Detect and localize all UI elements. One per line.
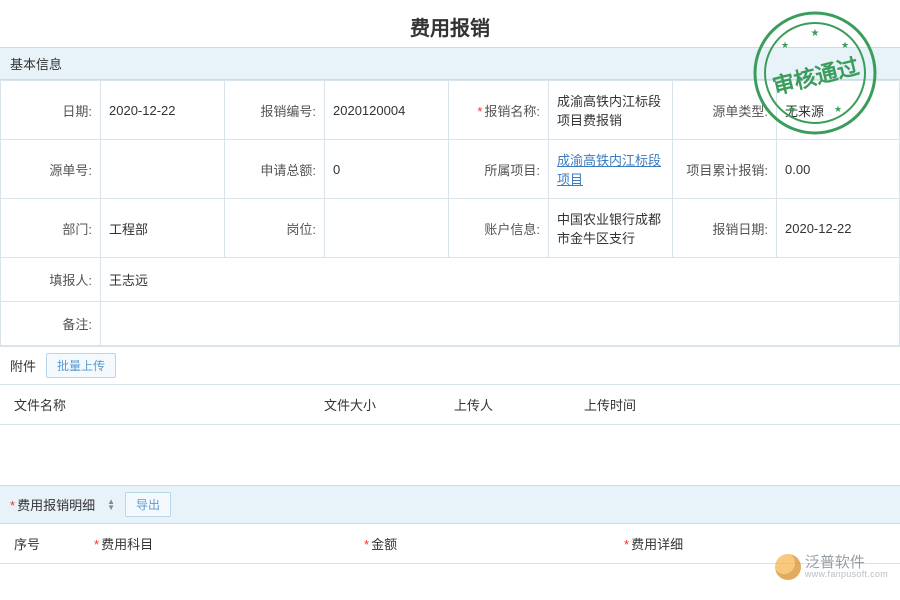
batch-upload-button[interactable]: 批量上传 bbox=[46, 353, 116, 378]
source-no-label: 源单号: bbox=[1, 140, 101, 199]
col-subject: *费用科目 bbox=[80, 534, 350, 553]
attachments-header-row: 文件名称 文件大小 上传人 上传时间 bbox=[0, 385, 900, 425]
col-uploader: 上传人 bbox=[440, 395, 570, 414]
col-detail: *费用详细 bbox=[610, 534, 900, 553]
project-total-value: 0.00 bbox=[777, 140, 900, 199]
col-filesize: 文件大小 bbox=[310, 395, 440, 414]
basic-info-header: 基本信息 bbox=[0, 47, 900, 80]
project-value[interactable]: 成渝高铁内江标段项目 bbox=[549, 140, 673, 199]
col-seq: 序号 bbox=[0, 534, 80, 553]
page-title: 费用报销 bbox=[0, 0, 900, 47]
attachments-bar: 附件 批量上传 bbox=[0, 346, 900, 385]
col-amount: *金额 bbox=[350, 534, 610, 553]
dept-value: 工程部 bbox=[101, 199, 225, 258]
date-value: 2020-12-22 bbox=[101, 81, 225, 140]
apply-total-value: 0 bbox=[325, 140, 449, 199]
source-no-value bbox=[101, 140, 225, 199]
source-type-label: 源单类型: bbox=[673, 81, 777, 140]
project-label: 所属项目: bbox=[449, 140, 549, 199]
attachments-empty-body bbox=[0, 425, 900, 485]
reporter-value: 王志远 bbox=[101, 258, 900, 302]
account-label: 账户信息: bbox=[449, 199, 549, 258]
reimburse-name-value: 成渝高铁内江标段项目费报销 bbox=[549, 81, 673, 140]
detail-bar: *费用报销明细 ▲▼ 导出 bbox=[0, 485, 900, 524]
watermark-en: www.fanpusoft.com bbox=[805, 570, 888, 579]
attachments-label: 附件 bbox=[10, 356, 36, 375]
reimburse-date-value: 2020-12-22 bbox=[777, 199, 900, 258]
col-uploadtime: 上传时间 bbox=[570, 395, 900, 414]
reimburse-no-value: 2020120004 bbox=[325, 81, 449, 140]
form-row: 备注: bbox=[1, 302, 900, 346]
sort-icon[interactable]: ▲▼ bbox=[107, 499, 115, 511]
dept-label: 部门: bbox=[1, 199, 101, 258]
export-button[interactable]: 导出 bbox=[125, 492, 171, 517]
project-link[interactable]: 成渝高铁内江标段项目 bbox=[557, 153, 661, 187]
form-row: 部门: 工程部 岗位: 账户信息: 中国农业银行成都市金牛区支行 报销日期: 2… bbox=[1, 199, 900, 258]
remark-label: 备注: bbox=[1, 302, 101, 346]
reimburse-no-label: 报销编号: bbox=[225, 81, 325, 140]
reimburse-date-label: 报销日期: bbox=[673, 199, 777, 258]
position-label: 岗位: bbox=[225, 199, 325, 258]
form-row: 填报人: 王志远 bbox=[1, 258, 900, 302]
reimburse-name-label: *报销名称: bbox=[449, 81, 549, 140]
form-row: 日期: 2020-12-22 报销编号: 2020120004 *报销名称: 成… bbox=[1, 81, 900, 140]
position-value bbox=[325, 199, 449, 258]
apply-total-label: 申请总额: bbox=[225, 140, 325, 199]
source-type-value: 无来源 bbox=[777, 81, 900, 140]
remark-value bbox=[101, 302, 900, 346]
date-label: 日期: bbox=[1, 81, 101, 140]
basic-info-table: 日期: 2020-12-22 报销编号: 2020120004 *报销名称: 成… bbox=[0, 80, 900, 346]
form-row: 源单号: 申请总额: 0 所属项目: 成渝高铁内江标段项目 项目累计报销: 0.… bbox=[1, 140, 900, 199]
reporter-label: 填报人: bbox=[1, 258, 101, 302]
detail-header: *费用报销明细 bbox=[10, 495, 95, 514]
project-total-label: 项目累计报销: bbox=[673, 140, 777, 199]
col-filename: 文件名称 bbox=[0, 395, 310, 414]
account-value: 中国农业银行成都市金牛区支行 bbox=[549, 199, 673, 258]
detail-header-row: 序号 *费用科目 *金额 *费用详细 bbox=[0, 524, 900, 564]
